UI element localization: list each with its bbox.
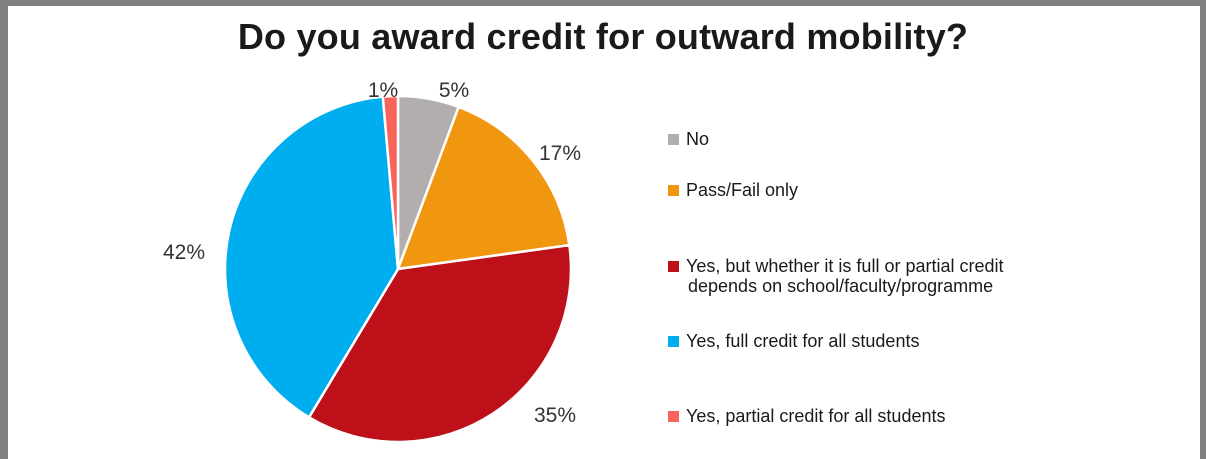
legend-label-pass-fail: Pass/Fail only xyxy=(686,180,799,200)
legend-swatch-partial-credit xyxy=(668,411,679,422)
legend-label-depends-line1: Yes, but whether it is full or partial c… xyxy=(686,256,1004,276)
pie-slice-4 xyxy=(381,94,400,271)
pie-slice-3 xyxy=(223,95,400,419)
pie-chart: 5% 17% 35% 42% 1% xyxy=(163,79,581,444)
legend-label-partial-credit: Yes, partial credit for all students xyxy=(686,406,946,426)
pie-slice-1 xyxy=(396,105,571,271)
legend-swatch-pass-fail xyxy=(668,185,679,196)
legend-swatch-full-credit xyxy=(668,336,679,347)
legend-label-full-credit: Yes, full credit for all students xyxy=(686,331,920,351)
pie-data-label-2: 35% xyxy=(534,404,576,427)
pie-slice-2 xyxy=(307,243,573,444)
pie-data-label-0: 5% xyxy=(439,79,469,102)
chart-title: Do you award credit for outward mobility… xyxy=(237,16,969,57)
pie-data-label-1: 17% xyxy=(539,142,581,165)
pie-data-label-4: 1% xyxy=(368,79,398,102)
legend-swatch-no xyxy=(668,134,679,145)
legend-label-depends-line2: depends on school/faculty/programme xyxy=(688,276,994,296)
pie-data-label-3: 42% xyxy=(163,241,205,264)
legend-swatch-depends xyxy=(668,261,679,272)
legend-label-no: No xyxy=(686,129,710,149)
legend-label-depends: Yes, but whether it is full or partial c… xyxy=(686,256,1004,296)
